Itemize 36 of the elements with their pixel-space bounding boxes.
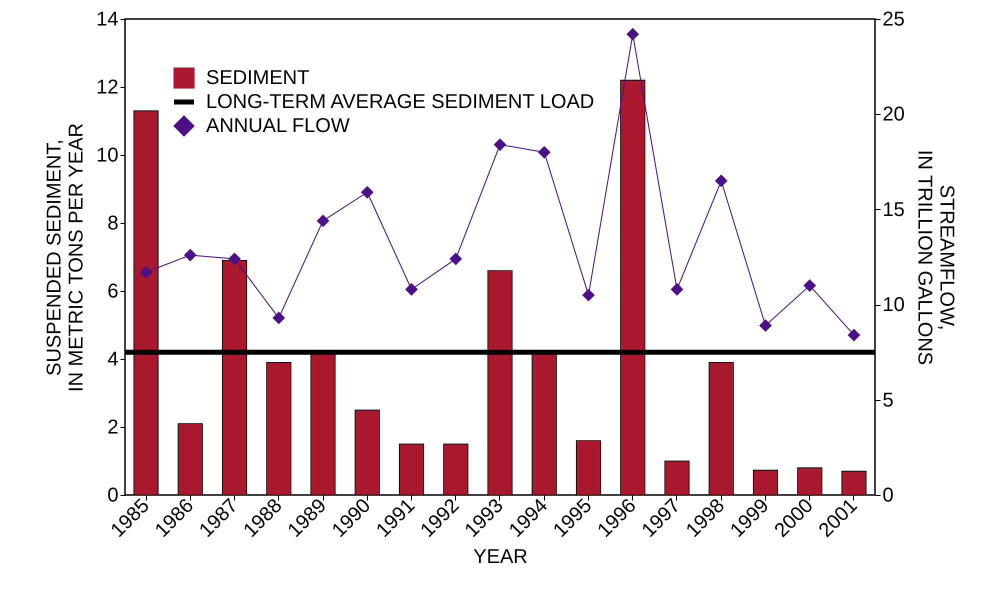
y-axis-title: SUSPENDED SEDIMENT, IN METRIC TONS PER YEAR: [43, 123, 88, 392]
point: [140, 266, 152, 279]
y-tick-label: 8: [107, 212, 118, 234]
y2-tick-label: 0: [882, 484, 894, 506]
point: [538, 146, 551, 159]
legend-label: ANNUAL FLOW: [206, 115, 350, 137]
point: [582, 288, 595, 302]
y-tick-label: 14: [96, 8, 118, 30]
point: [494, 138, 506, 151]
legend-label: SEDIMENT: [206, 67, 310, 89]
point: [360, 186, 374, 199]
point: [626, 28, 640, 41]
point: [714, 174, 728, 188]
point: [848, 328, 860, 342]
y2-tick-label: 15: [882, 198, 905, 221]
y2-axis-title: STREAMFLOW, IN TRILLION GALLONS: [914, 150, 958, 366]
y-tick-label: 10: [96, 144, 118, 166]
y-tick-label: 12: [96, 76, 118, 98]
point: [272, 312, 286, 324]
point: [228, 252, 241, 266]
y2-tick-label: 10: [882, 294, 905, 316]
point: [316, 214, 330, 228]
legend-label: LONG-TERM AVERAGE SEDIMENT LOAD: [206, 91, 594, 113]
y-tick-label: 2: [107, 416, 118, 438]
point: [670, 283, 684, 296]
point: [803, 279, 816, 292]
x-axis-title: YEAR: [473, 546, 528, 568]
point: [759, 319, 772, 332]
y2-tick-label: 25: [882, 8, 905, 30]
point: [449, 252, 462, 266]
y2-tick-label: 20: [882, 104, 905, 126]
y-tick-label: 4: [107, 348, 118, 370]
point: [405, 283, 418, 296]
y2-tick-label: 5: [882, 389, 894, 412]
y-tick-label: 6: [107, 280, 118, 302]
point: [184, 248, 197, 262]
